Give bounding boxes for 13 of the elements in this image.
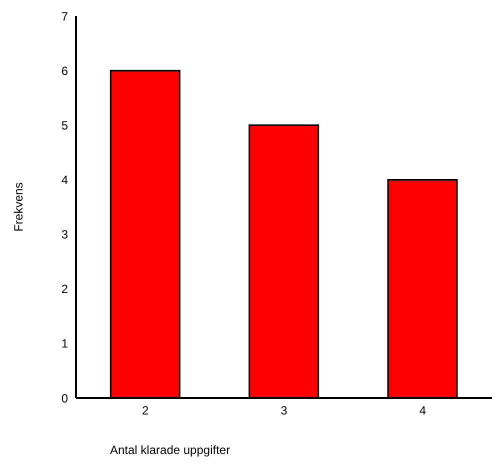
x-axis-title: Antal klarade uppgifter (110, 443, 230, 457)
y-tick-label: 4 (61, 172, 68, 187)
y-tick-label: 0 (61, 391, 68, 406)
x-tick-label: 3 (280, 404, 288, 418)
y-tick-label: 5 (61, 118, 68, 132)
y-tick-label: 7 (61, 9, 68, 24)
y-tick-label: 1 (61, 336, 68, 351)
x-tick-label: 2 (142, 404, 149, 418)
y-axis-title: Frekvens (11, 182, 26, 232)
y-tick-label: 6 (61, 64, 68, 78)
y-tick-label: 2 (61, 282, 68, 296)
x-tick-label: 4 (419, 404, 426, 418)
y-tick-label: 3 (61, 228, 68, 242)
